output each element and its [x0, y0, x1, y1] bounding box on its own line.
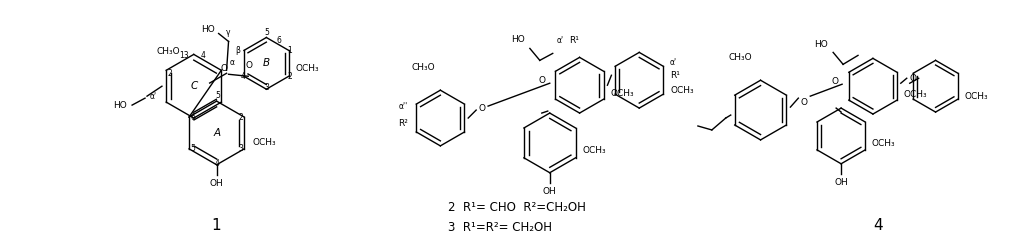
Text: HO: HO [113, 101, 127, 110]
Text: 4: 4 [240, 72, 245, 81]
Text: 5: 5 [264, 28, 269, 37]
Text: OCH₃: OCH₃ [252, 138, 276, 147]
Text: 5: 5 [215, 91, 220, 100]
Text: α: α [230, 58, 235, 67]
Text: 4: 4 [201, 52, 206, 61]
Text: 3: 3 [238, 144, 243, 153]
Text: HO: HO [511, 35, 525, 44]
Text: 2: 2 [238, 113, 242, 122]
Text: O: O [479, 104, 486, 113]
Text: α'': α'' [398, 102, 408, 111]
Text: CH₃O: CH₃O [729, 53, 752, 62]
Text: OH: OH [542, 187, 557, 196]
Text: OCH₃: OCH₃ [872, 139, 896, 148]
Text: 6: 6 [190, 113, 195, 122]
Text: C: C [190, 81, 197, 91]
Text: 13: 13 [180, 52, 189, 61]
Text: 4: 4 [214, 159, 219, 168]
Text: O: O [246, 61, 252, 70]
Text: OCH₃: OCH₃ [965, 92, 988, 101]
Text: 6: 6 [277, 35, 282, 45]
Text: CH₃O: CH₃O [157, 47, 180, 56]
Text: OH: OH [834, 178, 848, 187]
Text: R²: R² [398, 119, 408, 127]
Text: 1: 1 [287, 46, 292, 55]
Text: 4: 4 [873, 218, 883, 233]
Text: α': α' [557, 36, 564, 45]
Text: HO: HO [201, 25, 215, 34]
Text: β: β [235, 46, 240, 55]
Text: 2: 2 [287, 72, 292, 81]
Text: CH₃O: CH₃O [412, 63, 435, 72]
Text: OH: OH [210, 179, 223, 188]
Text: R¹: R¹ [670, 71, 680, 80]
Text: OCH₃: OCH₃ [610, 89, 634, 98]
Text: 5: 5 [190, 144, 195, 153]
Text: O: O [801, 98, 808, 107]
Text: R¹: R¹ [569, 36, 579, 45]
Text: O: O [909, 74, 916, 83]
Text: OCH₃: OCH₃ [670, 86, 694, 95]
Text: 2: 2 [168, 69, 173, 78]
Text: OCH₃: OCH₃ [295, 64, 319, 73]
Text: A: A [213, 128, 220, 138]
Text: O: O [538, 76, 545, 85]
Text: 3  R¹=R²= CH₂OH: 3 R¹=R²= CH₂OH [448, 221, 552, 234]
Text: B: B [263, 58, 270, 68]
Text: α': α' [149, 92, 157, 101]
Text: O: O [831, 77, 838, 86]
Text: HO: HO [814, 40, 828, 49]
Text: γ: γ [226, 29, 231, 37]
Text: 1: 1 [212, 218, 221, 233]
Text: OCH₃: OCH₃ [583, 146, 606, 155]
Text: α': α' [670, 58, 677, 67]
Text: O: O [220, 64, 227, 73]
Text: 3: 3 [264, 83, 269, 93]
Text: OCH₃: OCH₃ [904, 90, 927, 99]
Text: 2  R¹= CHO  R²=CH₂OH: 2 R¹= CHO R²=CH₂OH [448, 201, 586, 214]
